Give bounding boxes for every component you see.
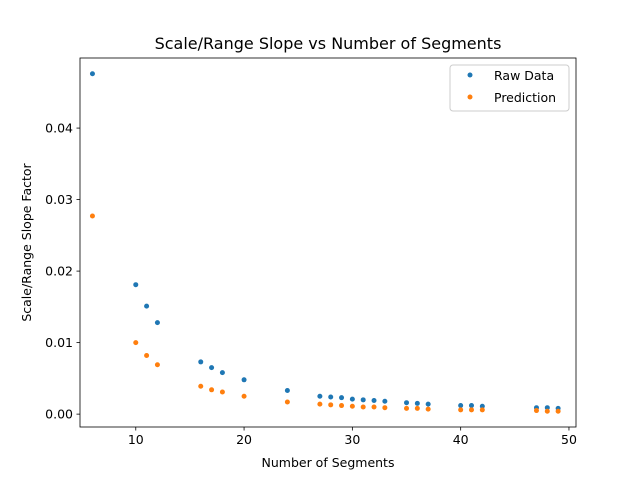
- point-prediction-15: [382, 405, 388, 411]
- point-prediction-18: [425, 406, 431, 412]
- point-prediction-23: [544, 408, 550, 414]
- point-prediction-4: [198, 383, 204, 389]
- point-raw-data-12: [349, 396, 355, 402]
- y-tick-label: 0.04: [45, 121, 73, 136]
- point-prediction-2: [144, 352, 150, 358]
- legend-marker-raw-data: [467, 72, 473, 78]
- legend-label-raw-data: Raw Data: [494, 68, 554, 83]
- point-prediction-22: [533, 408, 539, 414]
- point-raw-data-5: [209, 365, 215, 371]
- data-points: [89, 71, 561, 414]
- legend-box: [449, 64, 570, 112]
- x-tick-label: 50: [561, 432, 577, 447]
- point-prediction-5: [209, 387, 215, 393]
- point-prediction-16: [404, 405, 410, 411]
- point-raw-data-10: [328, 394, 334, 400]
- point-raw-data-19: [458, 403, 464, 409]
- point-prediction-20: [468, 407, 474, 413]
- point-prediction-17: [414, 405, 420, 411]
- point-prediction-14: [371, 404, 377, 410]
- point-raw-data-20: [468, 403, 474, 409]
- point-prediction-8: [284, 399, 290, 405]
- point-raw-data-15: [382, 398, 388, 404]
- x-tick-label: 40: [453, 432, 469, 447]
- point-raw-data-17: [414, 400, 420, 406]
- point-prediction-0: [89, 213, 95, 219]
- point-prediction-1: [133, 340, 139, 346]
- legend-marker-prediction: [467, 94, 473, 100]
- point-raw-data-21: [479, 403, 485, 409]
- point-raw-data-6: [219, 370, 225, 376]
- y-axis-ticks: 0.00 0.01 0.02 0.03 0.04: [45, 121, 80, 422]
- point-raw-data-11: [339, 395, 345, 401]
- point-raw-data-4: [198, 359, 204, 365]
- point-raw-data-13: [360, 397, 366, 403]
- y-tick-label: 0.03: [45, 192, 73, 207]
- chart-title: Scale/Range Slope vs Number of Segments: [155, 34, 502, 53]
- x-axis-ticks: 10 20 30 40 50: [128, 427, 577, 447]
- point-raw-data-23: [544, 405, 550, 411]
- legend-label-prediction: Prediction: [494, 90, 556, 105]
- x-tick-label: 20: [236, 432, 252, 447]
- point-prediction-19: [458, 407, 464, 413]
- y-axis-label: Scale/Range Slope Factor: [19, 162, 34, 321]
- point-prediction-7: [241, 393, 247, 399]
- point-prediction-12: [349, 403, 355, 409]
- point-prediction-21: [479, 407, 485, 413]
- point-prediction-6: [219, 389, 225, 395]
- point-prediction-3: [154, 362, 160, 368]
- x-tick-label: 10: [128, 432, 144, 447]
- plot-frame: [79, 57, 577, 428]
- point-raw-data-18: [425, 401, 431, 407]
- point-raw-data-2: [144, 303, 150, 309]
- point-raw-data-1: [133, 282, 139, 288]
- point-prediction-9: [317, 401, 323, 407]
- x-tick-label: 30: [344, 432, 360, 447]
- point-prediction-13: [360, 404, 366, 410]
- point-prediction-11: [339, 403, 345, 409]
- point-raw-data-16: [404, 400, 410, 406]
- point-raw-data-14: [371, 398, 377, 404]
- y-tick-label: 0.01: [45, 335, 73, 350]
- point-prediction-10: [328, 402, 334, 408]
- y-tick-label: 0.02: [45, 264, 73, 279]
- point-prediction-24: [555, 408, 561, 414]
- point-raw-data-0: [89, 71, 95, 77]
- point-raw-data-8: [284, 388, 290, 394]
- y-tick-label: 0.00: [45, 407, 73, 422]
- legend: Raw Data Prediction: [449, 64, 570, 112]
- point-raw-data-7: [241, 377, 247, 383]
- x-axis-label: Number of Segments: [262, 455, 395, 470]
- point-raw-data-3: [154, 320, 160, 326]
- point-raw-data-9: [317, 393, 323, 399]
